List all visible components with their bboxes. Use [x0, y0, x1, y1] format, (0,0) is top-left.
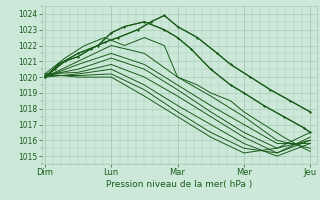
X-axis label: Pression niveau de la mer( hPa ): Pression niveau de la mer( hPa ) — [106, 180, 252, 189]
